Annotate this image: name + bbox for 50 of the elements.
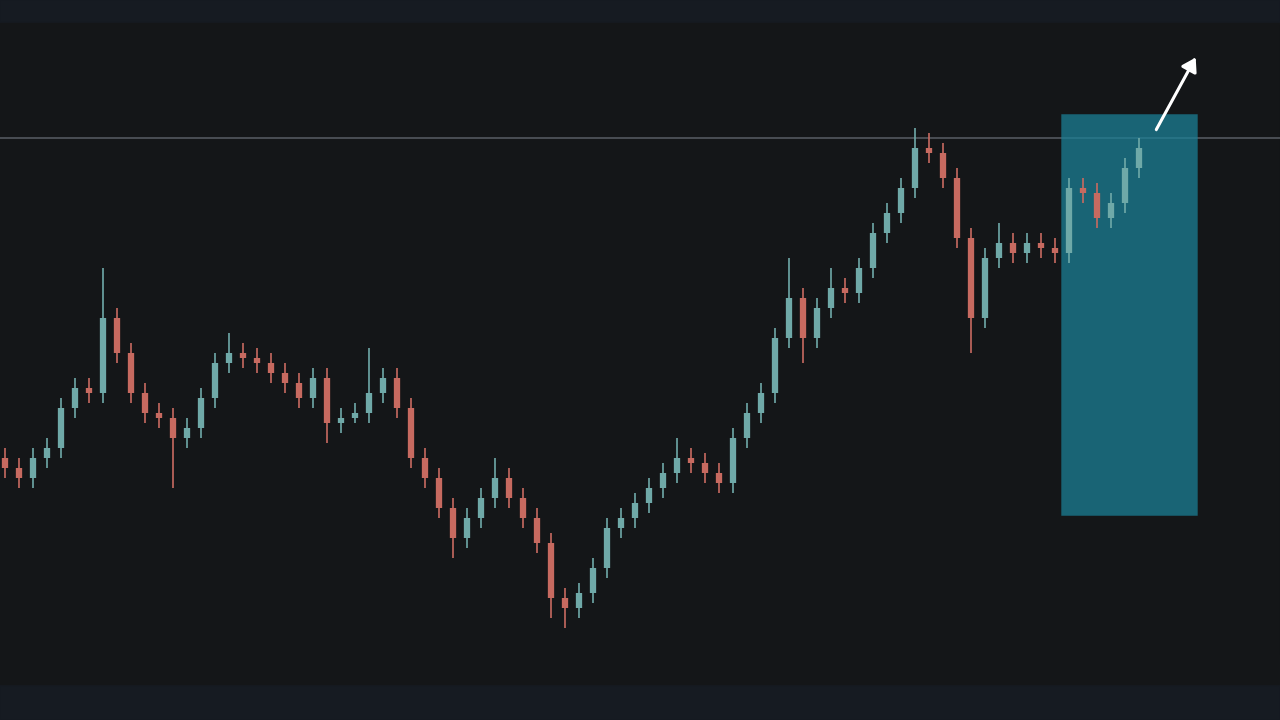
candlestick — [477, 487, 485, 529]
candlestick — [673, 437, 681, 484]
candlestick — [1009, 232, 1017, 264]
candlestick — [1135, 137, 1143, 179]
candlestick — [505, 467, 513, 509]
candlestick — [351, 402, 359, 424]
candlestick — [757, 382, 765, 424]
candlestick — [1079, 177, 1087, 204]
candlestick — [85, 377, 93, 404]
candlestick — [155, 402, 163, 429]
candlestick — [141, 382, 149, 424]
candlestick — [1037, 232, 1045, 259]
candlestick — [701, 452, 709, 484]
candlestick — [267, 352, 275, 384]
candlestick — [183, 417, 191, 449]
candlestick — [295, 372, 303, 409]
candlestick — [827, 267, 835, 319]
candlestick — [253, 347, 261, 374]
candlestick — [925, 132, 933, 164]
candlestick — [1023, 232, 1031, 264]
candlestick — [491, 457, 499, 509]
candlestick — [1107, 192, 1115, 229]
candlestick — [631, 492, 639, 529]
candlestick — [841, 277, 849, 304]
candlestick — [1, 447, 9, 479]
candlestick — [379, 367, 387, 404]
candlestick — [225, 332, 233, 374]
candlestick — [169, 407, 177, 489]
candlestick — [281, 362, 289, 394]
candlestick — [995, 222, 1003, 269]
candlestick — [71, 377, 79, 419]
candlestick — [617, 507, 625, 539]
candlestick — [687, 447, 695, 474]
candlestick — [575, 582, 583, 619]
candlestick — [365, 347, 373, 424]
candlestick — [421, 447, 429, 489]
candlestick — [561, 587, 569, 629]
candlestick — [337, 407, 345, 434]
candlestick — [15, 457, 23, 489]
candlestick — [1051, 237, 1059, 264]
candlestick — [519, 487, 527, 529]
candlestick — [659, 462, 667, 499]
candlestick — [239, 342, 247, 369]
candlestick — [645, 477, 653, 514]
candlestick — [883, 202, 891, 244]
candlestick — [463, 507, 471, 549]
candlestick — [29, 447, 37, 489]
candlestick — [43, 437, 51, 469]
candlestick — [715, 462, 723, 494]
candlestick — [309, 367, 317, 409]
